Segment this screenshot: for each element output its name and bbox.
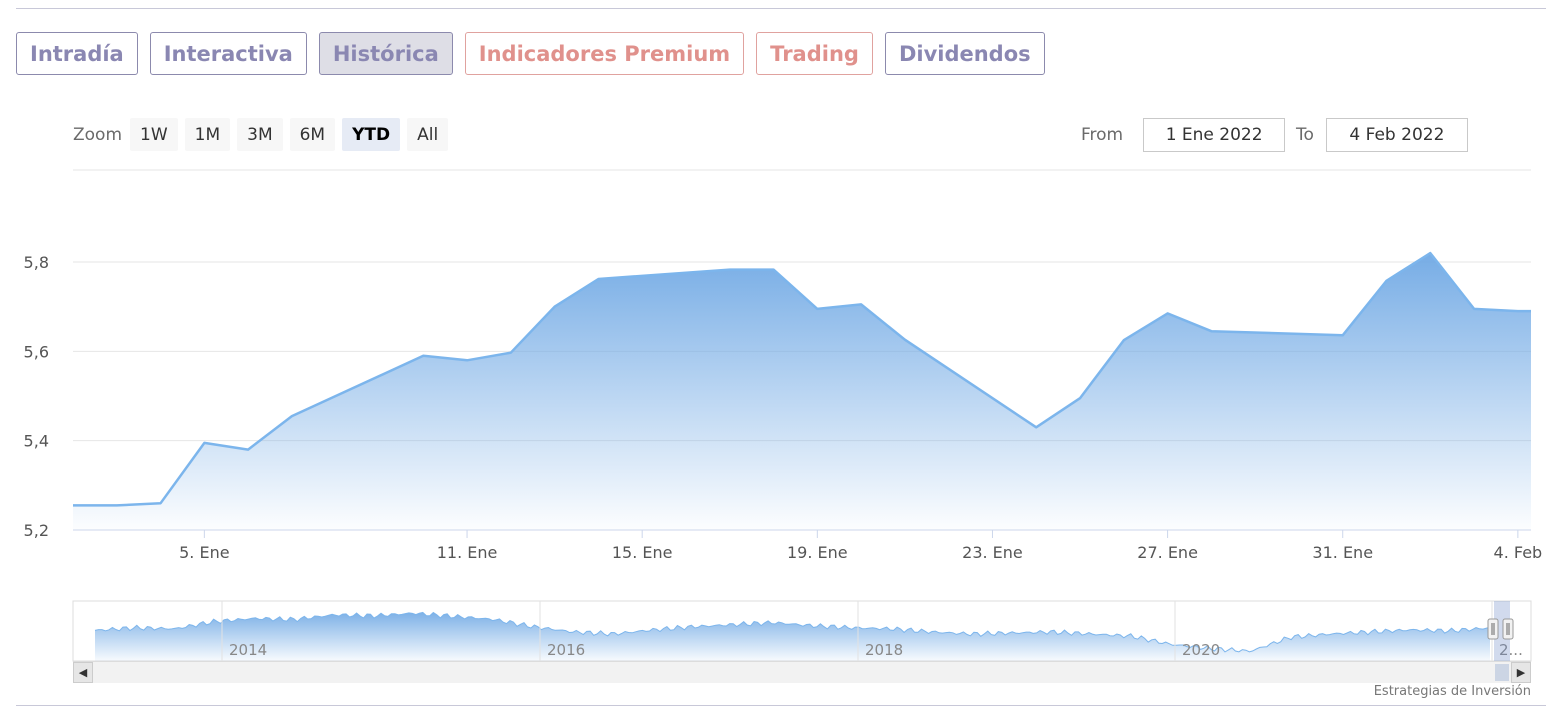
navigator-area	[95, 612, 1490, 661]
y-tick-label: 5,2	[24, 521, 49, 540]
x-tick-label: 23. Ene	[962, 543, 1023, 562]
x-tick-label: 27. Ene	[1137, 543, 1198, 562]
series-area	[73, 253, 1531, 530]
x-tick-label: 31. Ene	[1312, 543, 1373, 562]
bottom-divider	[16, 705, 1546, 706]
x-tick-label: 5. Ene	[179, 543, 229, 562]
scrollbar-thumb[interactable]	[1495, 664, 1509, 681]
navigator-scrollbar[interactable]: ◀ ▶	[73, 661, 1531, 683]
navigator-year-label: 2...	[1499, 641, 1523, 659]
navigator-selection[interactable]	[1494, 601, 1510, 661]
tab-trading[interactable]: Trading	[756, 32, 873, 75]
zoom-3m-button[interactable]: 3M	[237, 118, 283, 151]
navigator-year-label: 2020	[1182, 641, 1220, 659]
from-label: From	[1081, 125, 1124, 145]
zoom-ytd-button[interactable]: YTD	[342, 118, 401, 151]
navigator-chart[interactable]: 2014 2016 2018 2020 2...	[0, 595, 1557, 665]
navigator-handle[interactable]	[1502, 618, 1514, 640]
navigator-line	[94, 611, 1491, 653]
y-tick-label: 5,8	[24, 253, 49, 272]
navigator-year-label: 2016	[547, 641, 585, 659]
series-line	[72, 251, 1532, 507]
y-tick-label: 5,4	[24, 432, 49, 451]
tab-dividendos[interactable]: Dividendos	[884, 32, 1045, 75]
from-date-input[interactable]: 1 Ene 2022	[1143, 118, 1286, 152]
navigator-year-label: 2014	[229, 641, 267, 659]
range-from: From 1 Ene 2022	[1081, 118, 1286, 152]
zoom-6m-button[interactable]: 6M	[289, 118, 336, 151]
navigator-year-label: 2018	[865, 641, 903, 659]
zoom-1w-button[interactable]: 1W	[130, 118, 178, 151]
scroll-right-icon[interactable]: ▶	[1511, 662, 1531, 683]
tab-interactiva[interactable]: Interactiva	[149, 32, 307, 75]
tab-historica[interactable]: Histórica	[318, 32, 453, 75]
range-to: To 4 Feb 2022	[1296, 118, 1468, 152]
y-tick-label: 5,6	[24, 342, 49, 361]
to-date-input[interactable]: 4 Feb 2022	[1325, 118, 1468, 152]
tab-indicadores-premium[interactable]: Indicadores Premium	[464, 32, 745, 75]
price-area-chart: 5,2 5,4 5,6 5,8 5. Ene 11. Ene 15. Ene 19. Ene 2…	[24, 169, 1543, 562]
x-tick-label: 15. Ene	[612, 543, 673, 562]
zoom-selector: Zoom 1W 1M 3M 6M YTD All	[73, 118, 455, 151]
zoom-1m-button[interactable]: 1M	[184, 118, 231, 151]
x-tick-label: 4. Feb	[1494, 543, 1543, 562]
navigator-handle[interactable]	[1487, 618, 1499, 640]
x-tick-label: 11. Ene	[437, 543, 498, 562]
zoom-label: Zoom	[73, 124, 123, 145]
top-divider	[16, 8, 1546, 9]
scroll-left-icon[interactable]: ◀	[73, 662, 93, 683]
chart-credit: Estrategias de Inversión	[1373, 684, 1531, 699]
zoom-all-button[interactable]: All	[407, 118, 449, 151]
tab-intradia[interactable]: Intradía	[16, 32, 138, 75]
x-tick-label: 19. Ene	[787, 543, 848, 562]
to-label: To	[1296, 125, 1314, 145]
chart-type-tabs: Intradía Interactiva Histórica Indicador…	[16, 32, 1045, 75]
